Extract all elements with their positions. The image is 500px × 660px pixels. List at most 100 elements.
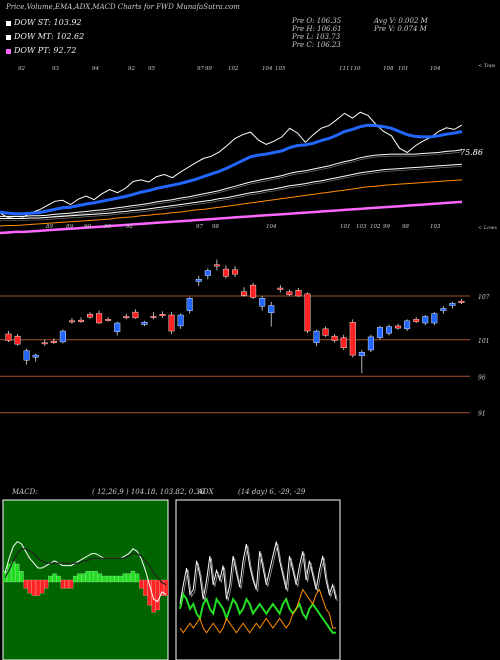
candle-body bbox=[241, 291, 248, 296]
candle-body bbox=[141, 322, 148, 325]
chart-header-title: Price,Volume,EMA,ADX,MACD Charts for FWD… bbox=[6, 3, 240, 11]
ema-line-ema-slow bbox=[0, 163, 463, 219]
ema-panel: 92 93 94 92 95 97 99 102 104 105 111 110 108 101 10489… bbox=[0, 63, 497, 235]
macd-hist-bar bbox=[163, 579, 169, 596]
price-y-tick: 101 bbox=[478, 338, 489, 345]
macd-hist-bar bbox=[110, 575, 115, 583]
candle-body bbox=[204, 270, 211, 276]
candle-body bbox=[105, 319, 112, 321]
macd-hist-bar bbox=[40, 579, 45, 594]
legend-dow-pt: DOW PT: 92.72 bbox=[6, 46, 76, 55]
macd-hist-bar bbox=[48, 575, 53, 583]
macd-hist-bar bbox=[81, 573, 86, 583]
ema-top-tick: 94 bbox=[92, 66, 99, 72]
candle-body bbox=[168, 314, 175, 332]
ema-bottom-tick: 104 bbox=[266, 224, 277, 230]
candle-body bbox=[295, 290, 302, 297]
macd-hist-bar bbox=[114, 575, 119, 583]
ema-bottom-tick: 89 bbox=[66, 224, 73, 230]
ema-line-ema-fast bbox=[0, 123, 463, 216]
prev-volume: Pre V: 0.074 M bbox=[374, 25, 427, 33]
adx-label: ADX bbox=[198, 488, 214, 496]
candle-body bbox=[114, 322, 121, 332]
ohlc-low: Pre L: 103.73 bbox=[292, 33, 341, 41]
candle-body bbox=[41, 342, 48, 345]
macd-hist-bar bbox=[89, 571, 94, 583]
macd-hist-bar bbox=[143, 579, 148, 596]
ema-bottom-tick: 99 bbox=[383, 224, 390, 230]
ema-top-tick: 101 bbox=[398, 66, 409, 72]
ema-bottom-tick: 89 bbox=[46, 224, 53, 230]
candle-body bbox=[213, 264, 220, 267]
ema-line-ema-mid-shadow bbox=[0, 151, 463, 219]
candle-body bbox=[50, 341, 57, 343]
macd-hist-bar bbox=[15, 563, 20, 583]
ema-top-label: < Tops bbox=[478, 63, 496, 69]
price-y-tick: 96 bbox=[478, 374, 486, 381]
candle-body bbox=[96, 313, 103, 324]
macd-hist-bar bbox=[68, 579, 74, 589]
macd-hist-bar bbox=[122, 573, 127, 583]
ema-top-tick: 110 bbox=[350, 66, 361, 72]
candle-body bbox=[440, 308, 447, 311]
ema-line-ema-mt bbox=[0, 179, 463, 227]
ema-last-value: 75.86 bbox=[460, 148, 483, 157]
ema-bottom-tick: 98 bbox=[402, 224, 409, 230]
ema-bottom-tick: 101 bbox=[340, 224, 351, 230]
candle-body bbox=[68, 320, 75, 323]
adx-panel bbox=[175, 499, 341, 660]
macd-hist-bar bbox=[64, 579, 70, 589]
macd-hist-bar bbox=[19, 571, 24, 583]
candle-body bbox=[358, 351, 365, 357]
ema-bottom-tick: 90 bbox=[84, 224, 91, 230]
candle-body bbox=[431, 313, 438, 324]
candle-body bbox=[123, 316, 130, 319]
candle-body bbox=[385, 326, 393, 334]
ema-line-ema-slow-shadow bbox=[0, 166, 463, 221]
candle-body bbox=[5, 333, 12, 341]
ohlc-close: Pre C: 106.23 bbox=[292, 41, 341, 49]
adx-bg bbox=[175, 499, 341, 660]
ema-top-tick: 93 bbox=[52, 66, 59, 72]
adx-line-plus-di bbox=[179, 591, 336, 634]
legend-swatch-pt bbox=[6, 48, 11, 54]
macd-hist-bar bbox=[56, 575, 61, 583]
candle-body bbox=[349, 322, 356, 356]
ema-bottom-tick: 102 bbox=[370, 224, 381, 230]
candle-body bbox=[449, 303, 456, 306]
legend-swatch-st bbox=[6, 20, 11, 26]
macd-hist-bar bbox=[97, 573, 103, 583]
macd-hist-bar bbox=[159, 579, 164, 596]
macd-hist-bar bbox=[31, 579, 37, 596]
candle-body bbox=[367, 336, 374, 351]
candle-body bbox=[313, 330, 320, 343]
candle-body bbox=[404, 320, 411, 330]
candle-body bbox=[250, 284, 257, 298]
macd-hist-bar bbox=[52, 573, 57, 583]
macd-hist-bar bbox=[106, 575, 111, 583]
candle-body bbox=[132, 311, 139, 319]
candle-body bbox=[277, 287, 284, 290]
legend-label-st: DOW ST: 103.92 bbox=[14, 18, 82, 27]
adx-line-minus-di bbox=[179, 588, 336, 634]
ema-top-tick: 92 bbox=[18, 66, 25, 72]
ema-bottom-tick: 98 bbox=[212, 224, 219, 230]
legend-swatch-mt bbox=[6, 34, 11, 40]
candle-body bbox=[395, 325, 402, 329]
candle-body bbox=[59, 330, 66, 343]
price-y-tick: 91 bbox=[478, 411, 486, 418]
macd-panel bbox=[2, 499, 169, 660]
macd-hist-bar bbox=[126, 573, 131, 583]
adx-line-adx bbox=[179, 541, 337, 605]
candle-body bbox=[322, 328, 329, 336]
ema-top-tick: 99 bbox=[205, 66, 212, 72]
ema-top-tick: 105 bbox=[275, 66, 286, 72]
price-panel: 107 101 96 91 bbox=[0, 259, 490, 418]
legend-label-pt: DOW PT: 92.72 bbox=[14, 46, 77, 55]
macd-hist-bar bbox=[35, 579, 41, 596]
ema-top-tick: 111 bbox=[339, 66, 350, 72]
candle-body bbox=[268, 305, 275, 314]
ohlc-open: Pre O: 106.35 bbox=[292, 17, 342, 25]
candle-body bbox=[159, 314, 166, 316]
